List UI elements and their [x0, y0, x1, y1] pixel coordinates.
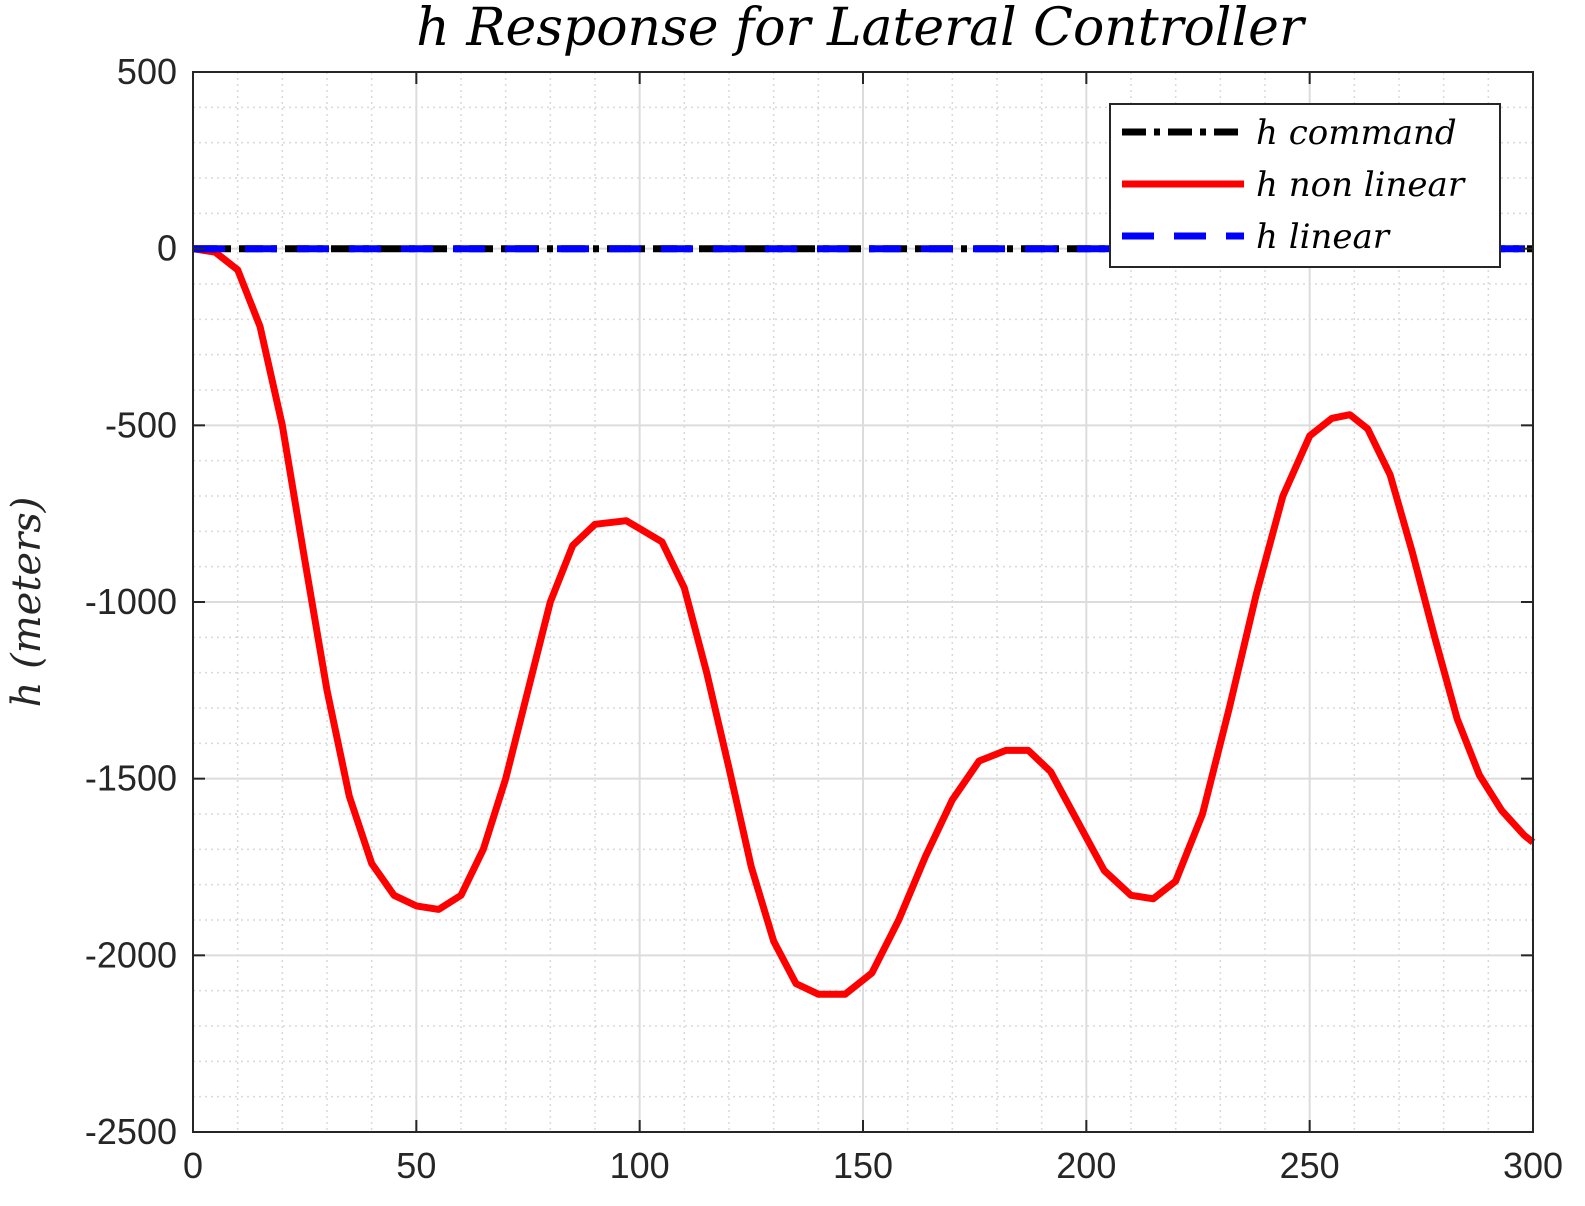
y-tick-label: -500: [105, 404, 177, 445]
x-tick-label: 250: [1280, 1145, 1340, 1186]
y-tick-label: 500: [117, 51, 177, 92]
y-tick-label: -1000: [85, 581, 177, 622]
tick-marks: [192, 71, 1534, 1133]
x-tick-labels: 0 50 100 150 200 250 300: [183, 1145, 1563, 1186]
series-line-h-non-linear: [192, 245, 1536, 998]
legend-label-h-linear: h linear: [1256, 217, 1391, 257]
x-tick-label: 150: [833, 1145, 893, 1186]
legend-label-h-command: h command: [1256, 113, 1457, 153]
y-tick-labels: 500 0 -500 -1000 -1500 -2000 -2500: [85, 51, 177, 1152]
y-tick-label: 0: [157, 228, 177, 269]
legend: h command h non linear h linear: [1109, 103, 1501, 268]
y-tick-label: -2500: [85, 1111, 177, 1152]
y-axis-label: h (meters): [4, 497, 50, 708]
x-tick-label: 200: [1056, 1145, 1116, 1186]
legend-label-h-non-linear: h non linear: [1256, 165, 1466, 205]
x-tick-label: 50: [396, 1145, 436, 1186]
chart-title: h Response for Lateral Controller: [416, 0, 1307, 58]
y-tick-label: -1500: [85, 758, 177, 799]
x-tick-label: 0: [183, 1145, 203, 1186]
y-tick-label: -2000: [85, 934, 177, 975]
x-tick-label: 300: [1503, 1145, 1563, 1186]
x-tick-label: 100: [610, 1145, 670, 1186]
